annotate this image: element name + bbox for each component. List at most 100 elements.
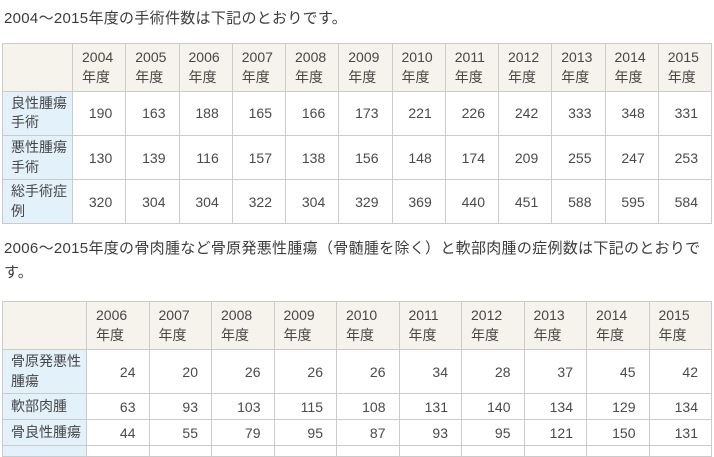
value-cell: 304 — [284, 179, 340, 225]
year-suffix: 年度 — [508, 68, 536, 85]
intro-text-surgery-counts: 2004～2015年度の手術件数は下記のとおりです。 — [4, 10, 348, 27]
year-number: 2012 — [508, 49, 540, 66]
year-number: 2006 — [188, 49, 220, 66]
value-cell: 209 — [497, 135, 553, 181]
value-cell: 115 — [273, 393, 337, 421]
year-number: 2015 — [667, 49, 699, 66]
value-cell — [648, 445, 712, 457]
year-suffix: 年度 — [221, 326, 249, 343]
value-cell: 451 — [497, 179, 553, 225]
value-cell: 26 — [336, 349, 400, 395]
value-cell: 247 — [604, 135, 659, 181]
value-cell: 37 — [523, 349, 587, 395]
year-suffix: 年度 — [348, 68, 377, 85]
value-cell: 121 — [523, 419, 587, 447]
value-cell: 116 — [178, 135, 233, 181]
value-cell: 163 — [125, 90, 180, 137]
year-number: 2010 — [401, 49, 433, 66]
row-label-cell: 骨良性腫瘍 — [2, 419, 87, 447]
year-header-cell: 2005 年度 — [125, 43, 180, 92]
table-row: 総手術症例 320 304 304 322 304 329 369 440 451 588 595 58… — [2, 179, 713, 225]
year-number: 2009 — [283, 307, 315, 324]
year-header-cell: 2014 年度 — [586, 301, 650, 351]
value-cell: 595 — [604, 179, 659, 225]
value-cell: 93 — [148, 393, 212, 421]
year-number: 2013 — [533, 307, 565, 324]
value-cell: 134 — [523, 393, 587, 421]
value-cell: 329 — [338, 179, 393, 225]
year-number: 2011 — [454, 49, 485, 66]
year-number: 2009 — [348, 49, 380, 66]
value-cell: 130 — [71, 135, 127, 181]
value-cell: 165 — [231, 90, 287, 137]
value-cell: 103 — [211, 393, 275, 421]
year-suffix: 年度 — [135, 68, 164, 85]
year-number: 2014 — [596, 307, 628, 324]
year-number: 2010 — [346, 307, 378, 324]
value-cell: 253 — [657, 135, 713, 181]
year-suffix: 年度 — [658, 326, 687, 343]
year-suffix: 年度 — [454, 68, 483, 85]
value-cell: 174 — [444, 135, 500, 181]
year-header-cell: 2009 年度 — [273, 301, 337, 351]
corner-cell — [2, 301, 87, 351]
table-row: 骨良性腫瘍 44 55 79 95 87 93 95 121 150 131 — [2, 419, 712, 447]
value-cell — [336, 445, 400, 457]
value-cell: 440 — [444, 179, 500, 225]
corner-cell — [2, 43, 73, 92]
row-label-cell: 総手術症例 — [2, 179, 73, 225]
value-cell: 138 — [284, 135, 340, 181]
value-cell: 166 — [284, 90, 340, 137]
year-suffix: 年度 — [346, 326, 374, 343]
year-header-cell: 2010 年度 — [391, 43, 446, 92]
year-number: 2011 — [408, 307, 439, 324]
value-cell: 129 — [586, 393, 650, 421]
table-header-row: 2006 年度 2007 年度 2008 年度 2009 年度 2010 年度 2011 年度 2012… — [2, 301, 712, 351]
row-label-cell: 軟部肉腫 — [2, 393, 87, 421]
year-suffix: 年度 — [188, 68, 217, 85]
value-cell: 44 — [86, 419, 150, 447]
year-suffix: 年度 — [561, 68, 590, 85]
year-suffix: 年度 — [401, 68, 430, 85]
value-cell: 584 — [657, 179, 713, 225]
value-cell: 148 — [391, 135, 446, 181]
value-cell: 221 — [391, 90, 446, 137]
year-header-cell: 2004 年度 — [71, 43, 127, 92]
year-suffix: 年度 — [96, 326, 124, 343]
year-header-cell: 2007 年度 — [231, 43, 287, 92]
year-number: 2007 — [241, 49, 273, 66]
value-cell: 157 — [231, 135, 287, 181]
year-header-cell: 2014 年度 — [604, 43, 659, 92]
year-header-cell: 2006 年度 — [178, 43, 233, 92]
table-row: 骨原発悪性腫瘍 24 20 26 26 26 34 28 37 45 42 — [2, 349, 712, 395]
value-cell: 87 — [336, 419, 400, 447]
value-cell: 304 — [178, 179, 233, 225]
table-row: 軟部肉腫 63 93 103 115 108 131 140 134 129 134 — [2, 393, 712, 421]
surgery-count-table: 2004 年度 2005 年度 2006 年度 2007 年度 2008 年度 2009 年度 2010… — [2, 43, 713, 225]
value-cell: 42 — [648, 349, 712, 395]
value-cell: 108 — [336, 393, 400, 421]
year-header-cell: 2012 年度 — [497, 43, 553, 92]
value-cell: 131 — [398, 393, 462, 421]
value-cell: 24 — [86, 349, 150, 395]
year-suffix: 年度 — [295, 68, 323, 85]
value-cell: 242 — [497, 90, 553, 137]
year-number: 2013 — [561, 49, 593, 66]
year-header-cell: 2012 年度 — [461, 301, 525, 351]
value-cell: 333 — [551, 90, 606, 137]
value-cell: 45 — [586, 349, 650, 395]
year-suffix: 年度 — [241, 68, 270, 85]
year-header-cell: 2011 年度 — [444, 43, 500, 92]
year-suffix: 年度 — [667, 68, 696, 85]
year-number: 2012 — [471, 307, 503, 324]
year-header-cell: 2008 年度 — [284, 43, 340, 92]
value-cell: 348 — [604, 90, 659, 137]
value-cell — [586, 445, 650, 457]
year-number: 2005 — [135, 49, 167, 66]
year-suffix: 年度 — [283, 326, 312, 343]
value-cell — [461, 445, 525, 457]
value-cell — [148, 445, 212, 457]
value-cell: 26 — [273, 349, 337, 395]
year-header-cell: 2013 年度 — [523, 301, 587, 351]
